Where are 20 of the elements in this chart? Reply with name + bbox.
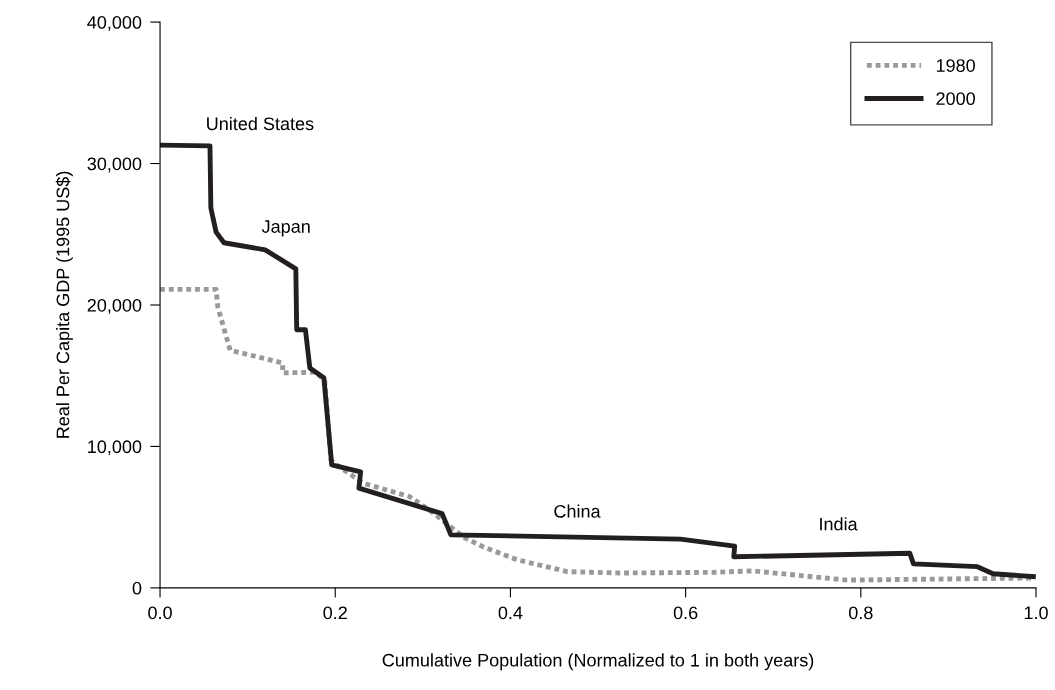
x-axis-title: Cumulative Population (Normalized to 1 in both years) [382, 653, 814, 671]
x-tick-label: 0.8 [848, 606, 873, 620]
y-tick-label: 30,000 [87, 157, 142, 173]
legend-label: 1980 [936, 59, 975, 72]
y-tick-label: 40,000 [87, 16, 142, 31]
annotation: United States [207, 116, 314, 131]
x-tick-label: 0.2 [323, 606, 347, 620]
y-tick-label: 20,000 [87, 298, 142, 314]
x-tick-label: 0.0 [148, 606, 172, 620]
annotation: China [554, 504, 601, 518]
y-axis-title: Real Per Capita GDP (1995 US$) [55, 171, 73, 438]
x-tick-label: 0.4 [498, 606, 523, 620]
line-series [160, 142, 1036, 579]
annotation: Japan [261, 220, 310, 237]
x-tick-label: 0.6 [673, 606, 698, 620]
legend-label: 2000 [936, 92, 975, 106]
annotation: India [820, 517, 858, 531]
y-tick-label: 0 [132, 581, 142, 595]
x-tick-label: 1.0 [1024, 606, 1048, 620]
y-tick-label: 10,000 [88, 440, 142, 456]
